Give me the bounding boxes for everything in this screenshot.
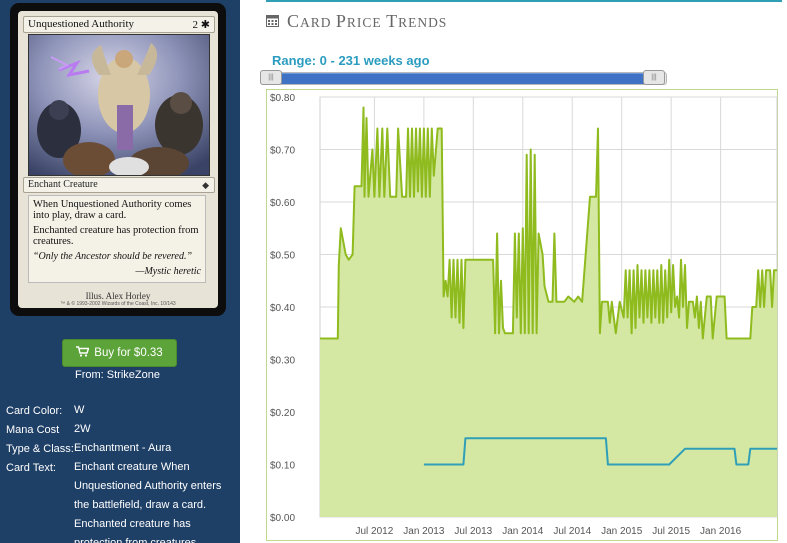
set-symbol-icon: ◆	[202, 180, 209, 190]
property-label: Card Text:	[6, 462, 56, 474]
title-text: RENDS	[398, 15, 448, 30]
card-artist: Illus. Alex Horley	[85, 291, 151, 301]
y-tick-label: $0.40	[270, 303, 295, 314]
y-tick-label: $0.60	[270, 198, 295, 209]
title-letter: P	[335, 11, 347, 31]
buy-button[interactable]: Buy for $0.33	[62, 339, 177, 367]
y-tick-label: $0.20	[270, 408, 295, 419]
slider-handle-min[interactable]: |||	[260, 70, 282, 85]
y-tick-label: $0.00	[270, 513, 295, 524]
card-panel: Unquestioned Authority 2 ✱	[0, 0, 240, 543]
card-name: Unquestioned Authority	[28, 18, 135, 30]
x-tick-label: Jul 2014	[553, 526, 591, 537]
y-tick-label: $0.30	[270, 356, 295, 367]
title-letter: T	[386, 11, 399, 31]
title-text: RICE	[346, 15, 387, 30]
series-line	[423, 437, 777, 466]
title-letter: C	[287, 11, 301, 31]
y-tick-label: $0.70	[270, 146, 295, 157]
title-text: ARD	[300, 15, 336, 30]
property-label: Card Color:	[6, 405, 63, 417]
y-tick-label: $0.50	[270, 251, 295, 262]
card-rules-text-1: When Unquestioned Authority comes into p…	[33, 199, 192, 221]
property-value: Enchant creature When Unquestioned Autho…	[74, 461, 222, 543]
y-tick-label: $0.80	[270, 93, 295, 104]
y-tick-label: $0.10	[270, 461, 295, 472]
slider-selected-range	[270, 73, 655, 84]
price-chart-svg: $0.00 $0.10 $0.20 $0.30 $0.40 $0.50 $0.60 $0.70…	[270, 93, 778, 537]
x-tick-label: Jul 2013	[454, 526, 492, 537]
x-tick-label: Jan 2014	[502, 526, 544, 537]
card-rules-text-2: Enchanted creature has protection from c…	[33, 225, 199, 247]
card-flavor-attribution: —Mystic heretic	[135, 266, 201, 277]
x-tick-label: Jul 2012	[355, 526, 393, 537]
range-label: Range: 0 - 231 weeks ago	[272, 53, 430, 68]
card-artwork	[28, 34, 210, 176]
calendar-icon	[266, 14, 279, 32]
card-type-line: Enchant Creature	[28, 179, 98, 190]
card-mana-cost: 2 ✱	[192, 19, 210, 31]
range-slider[interactable]: ||| |||	[260, 70, 667, 85]
x-tick-label: Jan 2015	[601, 526, 643, 537]
x-tick-label: Jul 2015	[652, 526, 690, 537]
property-value: W	[74, 404, 85, 416]
property-value: Enchantment - Aura	[74, 442, 172, 454]
property-label: Type & Class:	[6, 443, 74, 455]
card-text-box: When Unquestioned Authority comes into p…	[28, 195, 206, 283]
card-face: Unquestioned Authority 2 ✱	[18, 11, 218, 308]
series-area-fill	[320, 107, 777, 517]
price-chart: $0.00 $0.10 $0.20 $0.30 $0.40 $0.50 $0.60 $0.70…	[266, 89, 778, 541]
seller-label: From: StrikeZone	[75, 369, 160, 381]
buy-button-label: Buy for $0.33	[94, 347, 163, 359]
card-title-bar: Unquestioned Authority 2 ✱	[23, 16, 215, 33]
series-line	[320, 106, 777, 340]
slider-handle-max[interactable]: |||	[643, 70, 665, 85]
x-tick-label: Jan 2016	[700, 526, 742, 537]
card-legal: ™ & © 1993-2002 Wizards of the Coast, In…	[60, 301, 176, 307]
property-label: Mana Cost	[6, 424, 60, 436]
x-tick-label: Jan 2013	[403, 526, 445, 537]
card-image: Unquestioned Authority 2 ✱	[10, 3, 226, 316]
cart-icon	[76, 346, 90, 360]
card-type-bar: Enchant Creature ◆	[23, 177, 215, 193]
property-value: 2W	[74, 423, 91, 435]
header-rule	[266, 0, 782, 2]
card-flavor-text: “Only the Ancestor should be revered.”	[33, 251, 193, 262]
section-title: CARD PRICE TRENDS	[266, 11, 447, 32]
